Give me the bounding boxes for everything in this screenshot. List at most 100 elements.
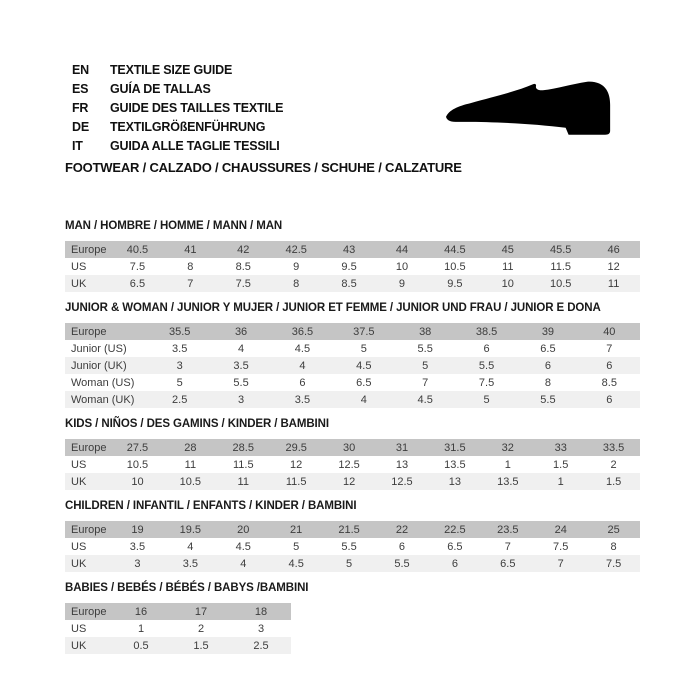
size-cell: 22.5	[444, 523, 466, 536]
size-cell: 4.5	[294, 342, 311, 355]
size-cell: 4	[240, 557, 247, 570]
size-cell: 8.5	[235, 260, 251, 273]
row-label: UK	[71, 277, 87, 290]
row-label: UK	[71, 475, 87, 488]
size-cell: 3	[257, 622, 265, 635]
size-cell: 5	[360, 342, 367, 355]
size-cell: 6	[606, 359, 613, 372]
size-cell: 7.5	[553, 540, 569, 553]
table-row: Europe 35.5 36 36.5 37.5 38 38.5 39 40	[65, 323, 640, 340]
size-table-section: KIDS / NIÑOS / DES GAMINS / KINDER / BAM…	[65, 418, 640, 490]
size-cell: 11	[237, 475, 249, 488]
size-cell: 1	[137, 622, 145, 635]
size-cell: 7.5	[129, 260, 146, 273]
size-cell: 17	[194, 605, 208, 618]
size-cell: 7	[557, 557, 564, 570]
size-cell: 3	[238, 393, 245, 406]
size-cell: 9	[398, 277, 406, 290]
size-cell: 38	[419, 325, 432, 338]
table-row: Woman (UK) 2.5 3 3.5 4 4.5 5 5.5 6	[65, 391, 640, 408]
size-cell: 31	[395, 441, 409, 454]
size-cell: 13.5	[444, 458, 466, 471]
size-cell: 2	[610, 458, 617, 471]
size-cell: 5.5	[478, 359, 495, 372]
size-cell: 12	[342, 475, 356, 488]
size-cell: 1	[557, 475, 564, 488]
size-cell: 46	[607, 243, 620, 256]
size-cell: 4.5	[235, 540, 251, 553]
size-cell: 11	[607, 277, 620, 290]
size-cell: 37.5	[353, 325, 375, 338]
size-cell: 5	[422, 359, 429, 372]
size-cell: 31.5	[444, 441, 466, 454]
language-row: ES GUÍA DE TALLAS	[72, 79, 283, 98]
size-cell: 6.5	[129, 277, 146, 290]
size-cell: 13	[395, 458, 409, 471]
size-cell: 11.5	[550, 260, 571, 273]
size-cell: 39	[541, 325, 555, 338]
size-table: Europe 19 19.5 20 21 21.5 22 22.5 23.5 24 25 US 3.5 4…	[65, 521, 640, 572]
size-cell: 8.5	[341, 277, 357, 290]
size-cell: 21	[290, 523, 303, 536]
table-row: Junior (UK) 3 3.5 4 4.5 5 5.5 6 6	[65, 357, 640, 374]
size-cell: 1	[504, 458, 511, 471]
size-cell: 13	[448, 475, 462, 488]
language-code: ES	[72, 81, 89, 96]
size-cell: 6	[544, 359, 551, 372]
size-cell: 22	[395, 523, 409, 536]
size-cell: 7.5	[605, 557, 622, 570]
table-row: UK 6.5 7 7.5 8 8.5 9 9.5 10 10.5 11	[65, 275, 640, 292]
language-label: GUIDA ALLE TAGLIE TESSILI	[110, 138, 280, 153]
size-cell: 42.5	[285, 243, 307, 256]
size-cell: 7.5	[478, 376, 495, 389]
size-cell: 19.5	[179, 523, 202, 536]
size-cell: 41	[184, 243, 197, 256]
size-cell: 4.5	[417, 393, 433, 406]
size-cell: 33	[554, 441, 567, 454]
size-cell: 5	[293, 540, 300, 553]
size-cell: 7.5	[235, 277, 251, 290]
size-table: Europe 27.5 28 28.5 29.5 30 31 31.5 32 33 33.5 US 10…	[65, 439, 640, 490]
size-cell: 5.5	[417, 342, 433, 355]
size-table: Europe 35.5 36 36.5 37.5 38 38.5 39 40 Junior (US…	[65, 323, 640, 408]
row-label: UK	[71, 639, 87, 652]
size-cell: 36	[234, 325, 248, 338]
size-cell: 45.5	[549, 243, 572, 256]
size-cell: 6	[451, 557, 458, 570]
size-cell: 8	[544, 376, 551, 389]
size-cell: 6.5	[540, 342, 556, 355]
size-cell: 4	[238, 342, 245, 355]
size-cell: 35.5	[168, 325, 191, 338]
size-cell: 8	[610, 540, 617, 553]
size-table-section: JUNIOR & WOMAN / JUNIOR Y MUJER / JUNIOR…	[65, 302, 640, 408]
size-cell: 10.5	[549, 277, 572, 290]
size-tables: MAN / HOMBRE / HOMME / MANN / MAN Europe 4…	[65, 220, 640, 664]
size-cell: 7	[187, 277, 194, 290]
row-label: US	[71, 622, 87, 635]
size-cell: 9.5	[447, 277, 463, 290]
row-label: Woman (UK)	[71, 393, 135, 406]
size-cell: 10	[131, 475, 144, 488]
language-label: TEXTILGRÖßENFÜHRUNG	[110, 119, 266, 134]
table-row: UK 3 3.5 4 4.5 5 5.5 6 6.5 7 7.5	[65, 555, 640, 572]
size-table-section: CHILDREN / INFANTIL / ENFANTS / KINDER /…	[65, 500, 640, 572]
size-cell: 12	[607, 260, 620, 273]
row-label: Junior (UK)	[71, 359, 127, 372]
size-cell: 28	[184, 441, 197, 454]
size-cell: 23.5	[497, 523, 519, 536]
size-cell: 32	[501, 441, 514, 454]
size-cell: 5	[346, 557, 353, 570]
size-cell: 40	[603, 325, 616, 338]
language-label: GUÍA DE TALLAS	[110, 81, 211, 96]
size-cell: 18	[254, 605, 268, 618]
size-cell: 4.5	[356, 359, 372, 372]
size-cell: 10.5	[444, 260, 466, 273]
size-cell: 4.5	[288, 557, 304, 570]
table-row: Junior (US) 3.5 4 4.5 5 5.5 6 6.5 7	[65, 340, 640, 357]
size-cell: 40.5	[126, 243, 149, 256]
size-cell: 28.5	[232, 441, 254, 454]
table-row: US 10.5 11 11.5 12 12.5 13 13.5 1 1.5 2	[65, 456, 640, 473]
size-cell: 9.5	[341, 260, 357, 273]
size-cell: 10.5	[126, 458, 149, 471]
size-cell: 5	[176, 376, 183, 389]
